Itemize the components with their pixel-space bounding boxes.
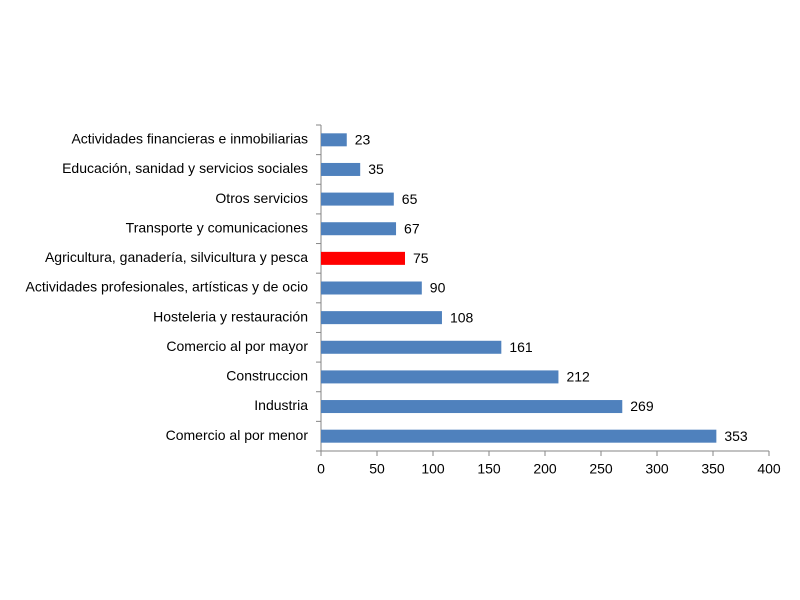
bar	[321, 222, 397, 236]
value-label: 75	[413, 250, 429, 266]
bar	[321, 311, 442, 325]
y-tick-label: Comercio al por mayor	[166, 338, 308, 354]
y-tick-label: Transporte y comunicaciones	[126, 219, 308, 235]
value-label: 108	[450, 309, 474, 325]
bar	[321, 340, 502, 354]
bar	[321, 162, 361, 176]
y-tick-label: Hosteleria y restauración	[153, 308, 308, 324]
y-tick-label: Construccion	[226, 368, 308, 384]
bar	[321, 400, 623, 414]
value-label: 269	[630, 398, 654, 414]
y-tick-label: Educación, sanidad y servicios sociales	[62, 160, 308, 176]
value-label: 212	[566, 369, 590, 385]
value-label: 23	[355, 132, 371, 148]
x-tick-label: 0	[317, 461, 325, 477]
value-label: 90	[430, 280, 446, 296]
x-tick-label: 50	[369, 461, 385, 477]
x-tick-label: 300	[645, 461, 669, 477]
bar	[321, 370, 559, 384]
x-tick-label: 200	[533, 461, 557, 477]
value-label: 67	[404, 220, 420, 236]
x-tick-label: 250	[589, 461, 613, 477]
bar	[321, 281, 422, 295]
y-tick-label: Comercio al por menor	[166, 427, 309, 443]
x-tick-label: 350	[701, 461, 725, 477]
y-tick-label: Agricultura, ganadería, silvicultura y p…	[45, 249, 308, 265]
y-tick-label: Industria	[254, 397, 308, 413]
x-tick-label: 400	[757, 461, 781, 477]
y-tick-label: Actividades financieras e inmobiliarias	[71, 131, 308, 147]
bar	[321, 192, 394, 206]
x-tick-label: 100	[421, 461, 445, 477]
value-label: 65	[402, 191, 418, 207]
y-tick-label: Actividades profesionales, artísticas y …	[26, 279, 309, 295]
x-tick-label: 150	[477, 461, 501, 477]
value-label: 161	[509, 339, 533, 355]
value-label: 35	[368, 161, 384, 177]
value-label: 353	[724, 428, 748, 444]
bar	[321, 133, 347, 147]
bar	[321, 251, 405, 265]
y-tick-label: Otros servicios	[215, 190, 308, 206]
bar	[321, 429, 717, 443]
